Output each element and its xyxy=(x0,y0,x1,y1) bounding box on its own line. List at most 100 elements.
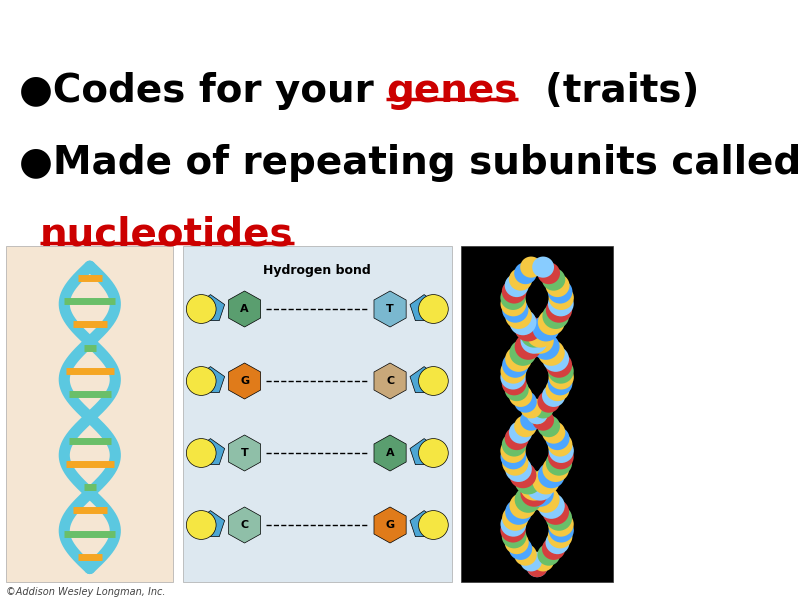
Circle shape xyxy=(538,391,560,413)
Text: G: G xyxy=(386,520,394,530)
Circle shape xyxy=(509,268,532,290)
Circle shape xyxy=(500,439,526,463)
Circle shape xyxy=(526,557,548,577)
Text: nucleotides: nucleotides xyxy=(40,216,294,254)
Circle shape xyxy=(509,538,532,560)
Circle shape xyxy=(542,421,566,443)
Circle shape xyxy=(505,499,532,525)
Circle shape xyxy=(505,531,529,554)
Circle shape xyxy=(546,531,570,554)
Circle shape xyxy=(509,421,532,443)
Circle shape xyxy=(500,286,526,310)
Circle shape xyxy=(538,262,560,284)
Circle shape xyxy=(521,474,548,500)
Circle shape xyxy=(542,303,569,329)
Circle shape xyxy=(546,450,572,476)
Circle shape xyxy=(526,321,554,347)
Circle shape xyxy=(505,456,532,482)
Circle shape xyxy=(538,309,565,335)
Circle shape xyxy=(501,445,526,469)
Circle shape xyxy=(510,493,536,519)
Circle shape xyxy=(514,487,542,513)
Circle shape xyxy=(501,292,526,316)
Circle shape xyxy=(514,544,537,566)
Circle shape xyxy=(505,427,529,450)
Circle shape xyxy=(538,493,565,519)
Circle shape xyxy=(542,499,569,525)
FancyBboxPatch shape xyxy=(462,246,613,582)
Circle shape xyxy=(502,450,529,476)
Circle shape xyxy=(505,303,532,329)
Circle shape xyxy=(526,557,548,577)
Circle shape xyxy=(546,505,572,531)
Circle shape xyxy=(526,328,554,354)
Circle shape xyxy=(514,391,537,413)
Circle shape xyxy=(418,367,448,395)
Circle shape xyxy=(533,468,559,494)
Text: genes: genes xyxy=(386,72,518,110)
Circle shape xyxy=(501,359,526,383)
Circle shape xyxy=(502,433,526,457)
Circle shape xyxy=(510,309,536,335)
Circle shape xyxy=(546,352,572,378)
Circle shape xyxy=(532,410,554,431)
Circle shape xyxy=(532,550,554,571)
Circle shape xyxy=(514,415,537,437)
Circle shape xyxy=(526,474,554,500)
Circle shape xyxy=(538,462,565,488)
Circle shape xyxy=(502,505,529,531)
Circle shape xyxy=(514,334,542,360)
Circle shape xyxy=(548,280,573,304)
Circle shape xyxy=(510,340,536,366)
Circle shape xyxy=(510,462,536,488)
Circle shape xyxy=(533,334,559,360)
Text: ●Made of repeating subunits called: ●Made of repeating subunits called xyxy=(18,144,800,182)
Circle shape xyxy=(548,371,573,395)
Circle shape xyxy=(514,468,542,494)
Circle shape xyxy=(514,315,542,341)
Text: C: C xyxy=(386,376,394,386)
Circle shape xyxy=(520,397,542,418)
Circle shape xyxy=(514,262,537,284)
Circle shape xyxy=(538,415,560,437)
Text: G: G xyxy=(240,376,249,386)
Circle shape xyxy=(521,321,548,347)
Circle shape xyxy=(186,511,216,539)
Circle shape xyxy=(520,410,542,431)
Circle shape xyxy=(520,550,542,571)
Circle shape xyxy=(532,257,554,278)
Text: ●Codes for your: ●Codes for your xyxy=(18,72,387,110)
Text: (traits): (traits) xyxy=(518,72,699,110)
Circle shape xyxy=(542,385,566,407)
Text: Hydrogen bond: Hydrogen bond xyxy=(263,264,371,277)
FancyBboxPatch shape xyxy=(182,246,452,582)
Text: A: A xyxy=(386,448,394,458)
Circle shape xyxy=(526,404,548,424)
Circle shape xyxy=(418,439,448,467)
Circle shape xyxy=(500,518,526,542)
Circle shape xyxy=(549,518,574,542)
Circle shape xyxy=(533,487,559,513)
Circle shape xyxy=(505,274,529,297)
Circle shape xyxy=(549,286,574,310)
Circle shape xyxy=(418,295,448,323)
Circle shape xyxy=(546,378,570,401)
Circle shape xyxy=(502,352,529,378)
Circle shape xyxy=(549,439,574,463)
Circle shape xyxy=(186,367,216,395)
FancyBboxPatch shape xyxy=(6,246,174,582)
Text: A: A xyxy=(240,304,249,314)
Circle shape xyxy=(502,524,526,548)
Circle shape xyxy=(538,340,565,366)
Text: T: T xyxy=(386,304,394,314)
Circle shape xyxy=(520,257,542,278)
Circle shape xyxy=(542,268,566,290)
Circle shape xyxy=(502,297,529,323)
Circle shape xyxy=(538,544,560,566)
Text: ©Addison Wesley Longman, Inc.: ©Addison Wesley Longman, Inc. xyxy=(6,587,166,597)
Circle shape xyxy=(521,328,548,354)
Circle shape xyxy=(186,439,216,467)
Circle shape xyxy=(526,481,554,507)
Circle shape xyxy=(509,385,532,407)
Text: T: T xyxy=(241,448,249,458)
